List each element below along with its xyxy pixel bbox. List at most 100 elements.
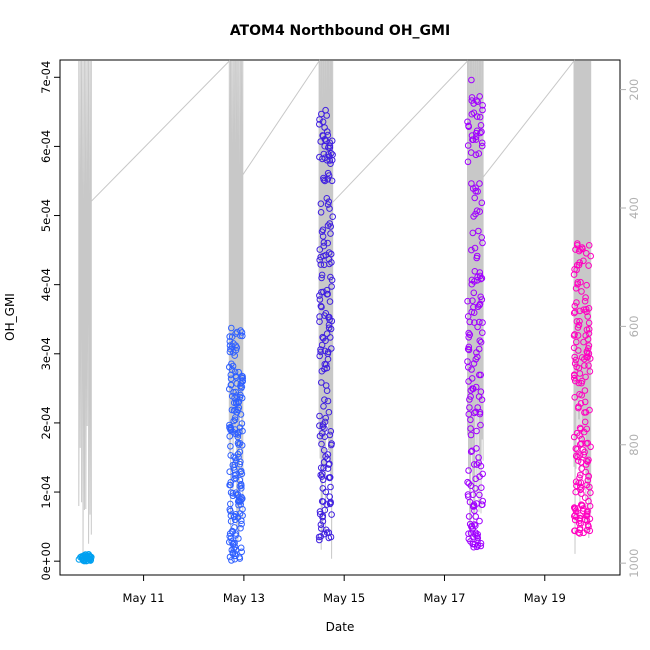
data-point xyxy=(570,332,578,339)
data-point xyxy=(479,102,486,109)
data-point xyxy=(585,319,593,327)
data-point xyxy=(226,333,233,340)
data-point xyxy=(468,375,476,382)
data-point xyxy=(581,362,588,369)
data-point xyxy=(580,257,587,265)
data-point xyxy=(583,481,591,489)
y-tick-label: 5e-04 xyxy=(39,199,53,232)
data-point xyxy=(466,396,473,403)
data-point xyxy=(475,393,483,400)
data-point xyxy=(228,538,235,545)
x-axis: May 11 May 13 May 15 May 17 May 19 xyxy=(123,575,566,605)
data-point xyxy=(321,136,329,143)
data-point xyxy=(465,467,472,474)
data-point xyxy=(233,380,241,387)
data-point xyxy=(319,512,327,520)
data-point xyxy=(231,512,238,520)
data-point xyxy=(580,428,588,436)
data-point xyxy=(582,294,589,301)
data-point xyxy=(239,332,246,340)
data-point xyxy=(237,544,245,552)
y-axis-left: 0e+00 1e-04 2e-04 3e-04 4e-04 5e-04 6e-04 7e-04 xyxy=(39,61,60,581)
data-point xyxy=(317,471,325,479)
data-point xyxy=(230,545,238,552)
data-point xyxy=(317,346,324,353)
data-point xyxy=(579,507,587,515)
data-point xyxy=(326,493,334,501)
data-point xyxy=(468,276,476,284)
data-point xyxy=(472,133,480,141)
data-point xyxy=(572,377,579,385)
data-point xyxy=(581,418,589,426)
data-point xyxy=(316,422,323,430)
data-point xyxy=(232,430,239,438)
data-point xyxy=(470,109,478,117)
y2-tick-label: 800 xyxy=(627,434,641,456)
data-point xyxy=(577,483,584,491)
data-point xyxy=(323,291,331,298)
data-point xyxy=(477,293,485,301)
data-point xyxy=(575,379,583,387)
data-point xyxy=(318,379,325,386)
data-point xyxy=(571,505,579,512)
data-point xyxy=(472,136,480,143)
data-point xyxy=(468,97,476,104)
data-point xyxy=(316,432,324,440)
data-point xyxy=(478,199,486,207)
data-point xyxy=(235,399,242,407)
data-point xyxy=(326,220,334,227)
data-point xyxy=(236,510,244,517)
data-point xyxy=(320,464,327,472)
data-point xyxy=(576,307,584,315)
data-point xyxy=(580,338,587,346)
data-point xyxy=(81,556,89,564)
data-point xyxy=(581,494,589,502)
data-point xyxy=(326,139,334,147)
data-point xyxy=(586,406,593,414)
data-point xyxy=(477,421,484,429)
data-point xyxy=(316,352,324,360)
data-point xyxy=(584,477,592,484)
data-point xyxy=(465,346,473,354)
pressure-trace xyxy=(78,59,592,563)
data-point xyxy=(231,475,238,483)
data-point xyxy=(584,313,592,320)
data-point xyxy=(571,360,579,367)
data-point xyxy=(585,523,592,530)
data-point xyxy=(467,149,475,156)
data-point xyxy=(323,330,331,338)
data-point xyxy=(319,498,327,506)
data-point xyxy=(321,425,328,432)
data-point xyxy=(227,443,234,450)
data-point xyxy=(581,398,589,406)
data-point xyxy=(464,345,472,353)
data-point xyxy=(321,124,328,131)
data-point xyxy=(316,292,323,299)
data-point xyxy=(324,131,332,139)
y-tick-label: 6e-04 xyxy=(39,130,53,163)
data-point xyxy=(239,377,246,384)
data-point xyxy=(470,213,477,220)
data-point xyxy=(326,157,334,164)
data-point xyxy=(581,409,588,416)
data-point xyxy=(570,309,578,317)
data-point xyxy=(326,431,334,439)
data-point xyxy=(323,286,331,294)
data-point xyxy=(473,461,481,468)
data-point xyxy=(573,446,581,453)
data-point xyxy=(326,260,333,268)
x-axis-label: Date xyxy=(326,620,355,634)
data-point xyxy=(571,394,579,401)
data-point xyxy=(316,256,324,264)
data-point xyxy=(572,445,580,452)
data-point xyxy=(326,298,334,305)
data-point xyxy=(578,501,585,509)
data-point xyxy=(324,222,332,229)
data-point xyxy=(583,348,591,355)
data-point xyxy=(476,517,483,525)
data-point xyxy=(239,495,246,502)
data-point xyxy=(467,448,475,456)
data-point xyxy=(323,195,331,202)
data-point xyxy=(469,491,477,499)
data-point xyxy=(226,424,233,431)
